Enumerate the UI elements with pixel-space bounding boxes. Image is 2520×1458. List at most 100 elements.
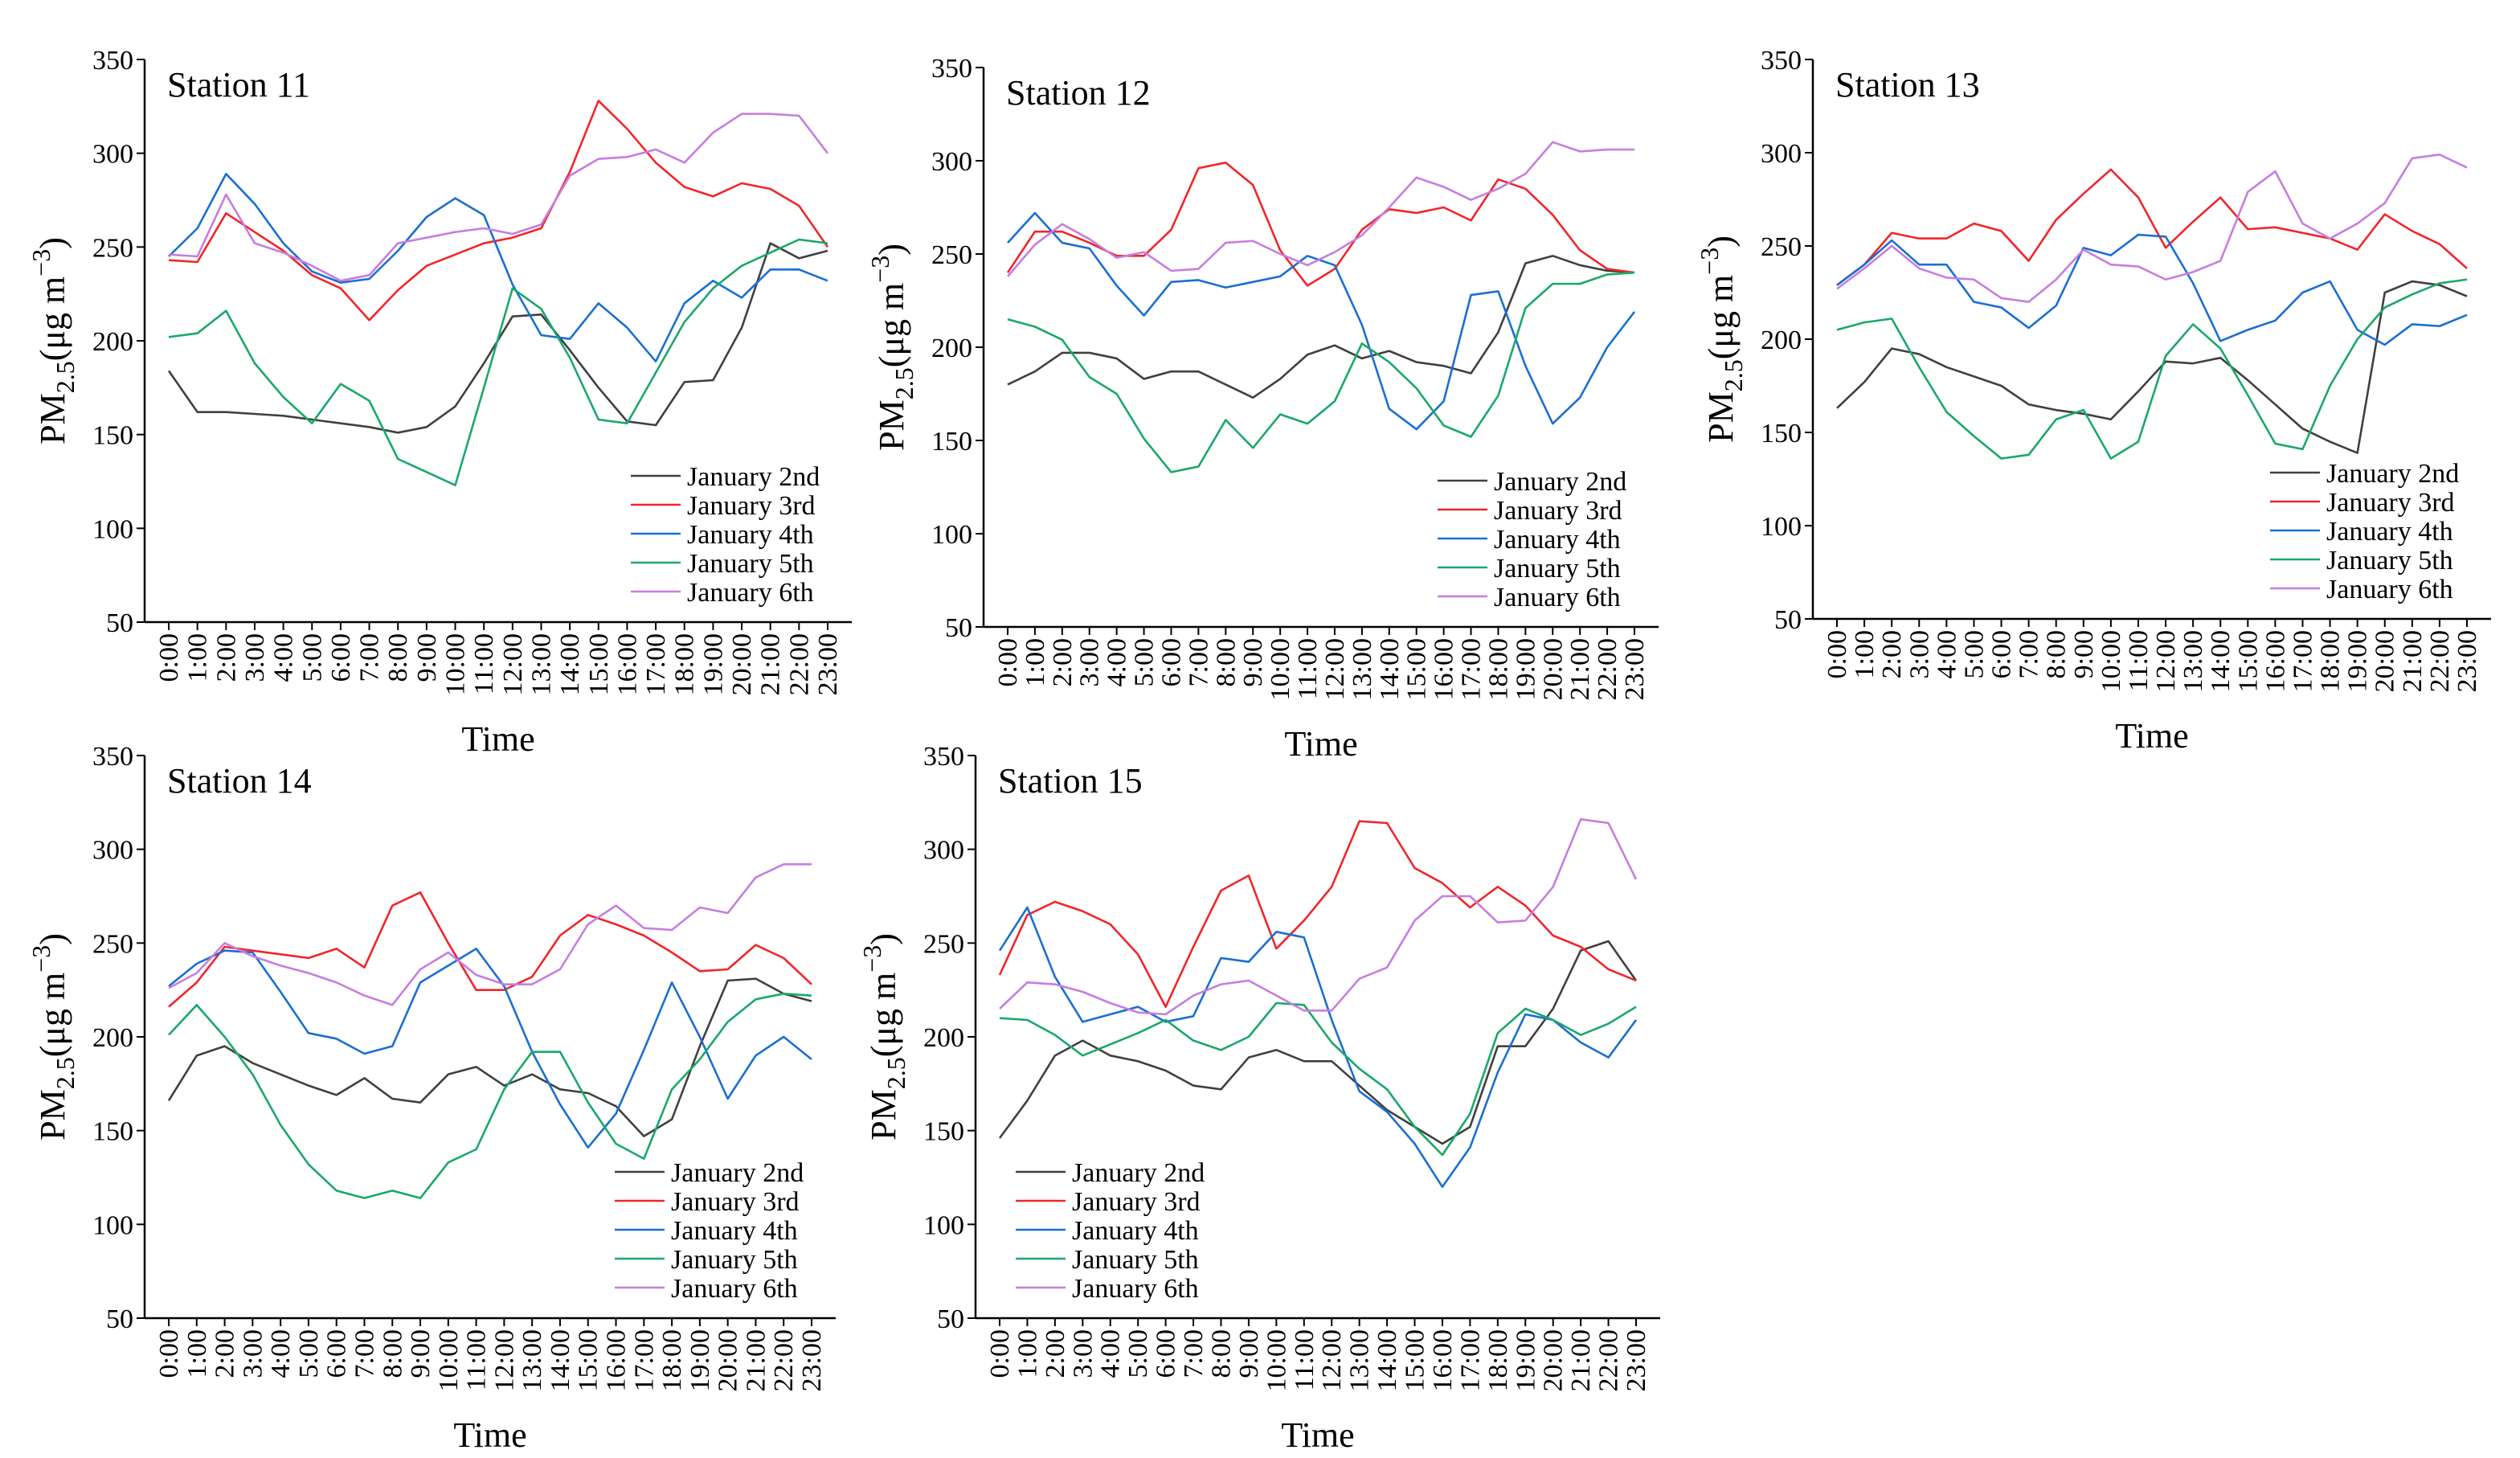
y-axis-title-part: −3 — [857, 945, 886, 973]
y-axis-title-part: ) — [872, 244, 911, 256]
x-tick-label: 4:00 — [1102, 638, 1132, 686]
y-tick-label: 200 — [92, 327, 133, 357]
x-tick-label: 13:00 — [2178, 630, 2208, 692]
y-tick-label: 100 — [931, 520, 972, 550]
x-tick-label: 9:00 — [406, 1329, 436, 1378]
x-tick-label: 11:00 — [469, 633, 499, 694]
x-tick-label: 7:00 — [2015, 630, 2044, 678]
chart: 50 100 150 200 250 300 350 0:001:002:003:004:00… — [865, 54, 1659, 764]
series-line — [1836, 233, 2468, 346]
legend-label: January 2nd — [671, 1158, 804, 1188]
series-line — [1006, 162, 1635, 287]
x-tick-label: 17:00 — [629, 1329, 659, 1391]
x-tick-label: 5:00 — [1130, 638, 1160, 686]
x-tick-label: 4:00 — [269, 633, 299, 682]
y-tick-label: 250 — [931, 240, 972, 270]
x-tick-label: 19:00 — [685, 1329, 715, 1391]
y-axis-title-part: PM — [33, 393, 72, 444]
legend-label: January 4th — [1072, 1216, 1199, 1246]
y-tick-label: 250 — [92, 233, 133, 263]
x-tick-label: 16:00 — [2260, 630, 2290, 692]
chart-title: Station 12 — [1006, 73, 1151, 113]
x-tick-label: 11:00 — [1290, 1329, 1319, 1390]
y-tick-label: 100 — [92, 1210, 133, 1240]
series-line — [998, 820, 1637, 1008]
series-line — [168, 948, 812, 1149]
x-tick-label: 3:00 — [1068, 1329, 1098, 1378]
x-tick-label: 23:00 — [797, 1329, 827, 1391]
x-tick-label: 16:00 — [612, 633, 642, 695]
y-axis-title-part: −3 — [865, 256, 894, 283]
x-tick-label: 6:00 — [1156, 638, 1186, 686]
x-tick-label: 15:00 — [1401, 1329, 1430, 1391]
series-line — [1836, 154, 2468, 303]
legend-label: January 6th — [687, 578, 814, 608]
chart-title: Station 15 — [998, 761, 1143, 801]
y-axis-title-part: (μg m — [33, 973, 72, 1057]
chart: 50 100 150 200 250 300 350 0:001:002:003:004:00… — [27, 46, 852, 759]
series-line — [999, 1001, 1637, 1157]
x-tick-label: 23:00 — [1620, 638, 1650, 700]
legend-label: January 6th — [2326, 575, 2453, 604]
y-axis-title-part: ) — [33, 237, 72, 249]
series-line — [1007, 271, 1635, 473]
legend-label: January 2nd — [1072, 1158, 1205, 1188]
series-line — [998, 940, 1638, 1145]
series-line — [168, 173, 828, 362]
legend-label: January 2nd — [1494, 467, 1626, 497]
x-axis-title: Time — [2115, 716, 2188, 756]
x-tick-label: 20:00 — [2371, 630, 2400, 692]
x-tick-label: 14:00 — [1372, 1329, 1402, 1391]
x-tick-label: 10:00 — [1262, 1329, 1291, 1391]
y-tick-label: 50 — [106, 1304, 133, 1334]
x-tick-label: 7:00 — [1179, 1329, 1209, 1378]
x-tick-label: 13:00 — [526, 633, 556, 695]
y-axis-title-part: ) — [864, 933, 903, 945]
x-tick-label: 5:00 — [297, 633, 327, 682]
y-axis-title-part: 2.5 — [51, 361, 80, 393]
x-tick-label: 6:00 — [1152, 1329, 1181, 1378]
x-tick-label: 4:00 — [1096, 1329, 1126, 1378]
y-tick-label: 300 — [92, 836, 133, 866]
x-tick-label: 17:00 — [1455, 1329, 1485, 1391]
series-line — [999, 818, 1638, 1016]
x-tick-label: 20:00 — [1538, 638, 1568, 700]
x-tick-label: 1:00 — [183, 633, 213, 682]
chart-title: Station 11 — [167, 65, 310, 104]
x-tick-label: 7:00 — [1184, 638, 1213, 686]
x-tick-label: 15:00 — [574, 1329, 603, 1391]
legend-label: January 5th — [1494, 554, 1621, 584]
x-tick-label: 0:00 — [985, 1329, 1015, 1378]
x-tick-label: 8:00 — [2042, 630, 2072, 678]
legend-label: January 3rd — [671, 1187, 800, 1217]
chart-title: Station 14 — [167, 761, 312, 801]
series-line — [1836, 278, 2468, 460]
y-axis-title: PM2.5(μg m−3) — [857, 933, 910, 1141]
x-axis-title: Time — [1281, 1415, 1354, 1455]
x-tick-label: 5:00 — [294, 1329, 324, 1378]
x-tick-label: 19:00 — [2343, 630, 2373, 692]
x-tick-label: 22:00 — [1593, 638, 1622, 700]
x-tick-label: 14:00 — [555, 633, 585, 695]
legend-label: January 6th — [671, 1274, 798, 1304]
y-tick-label: 100 — [1761, 512, 1802, 542]
x-tick-label: 4:00 — [1932, 630, 1962, 678]
x-tick-label: 15:00 — [2233, 630, 2263, 692]
x-tick-label: 2:00 — [211, 1329, 240, 1378]
x-tick-label: 6:00 — [1987, 630, 2017, 678]
x-tick-label: 23:00 — [813, 633, 843, 695]
x-tick-label: 13:00 — [518, 1329, 547, 1391]
y-axis-title-part: PM — [864, 1089, 903, 1141]
y-axis-title-part: ) — [33, 933, 72, 945]
x-tick-label: 10:00 — [2097, 630, 2126, 692]
x-tick-label: 9:00 — [1238, 638, 1268, 686]
x-tick-label: 23:00 — [2452, 630, 2482, 692]
x-tick-label: 17:00 — [641, 633, 671, 695]
y-tick-label: 300 — [92, 140, 133, 170]
x-tick-label: 15:00 — [1402, 638, 1432, 700]
x-tick-label: 12:00 — [1317, 1329, 1347, 1391]
x-tick-label: 2:00 — [1048, 638, 1078, 686]
x-tick-label: 18:00 — [657, 1329, 687, 1391]
y-tick-label: 50 — [106, 608, 133, 638]
